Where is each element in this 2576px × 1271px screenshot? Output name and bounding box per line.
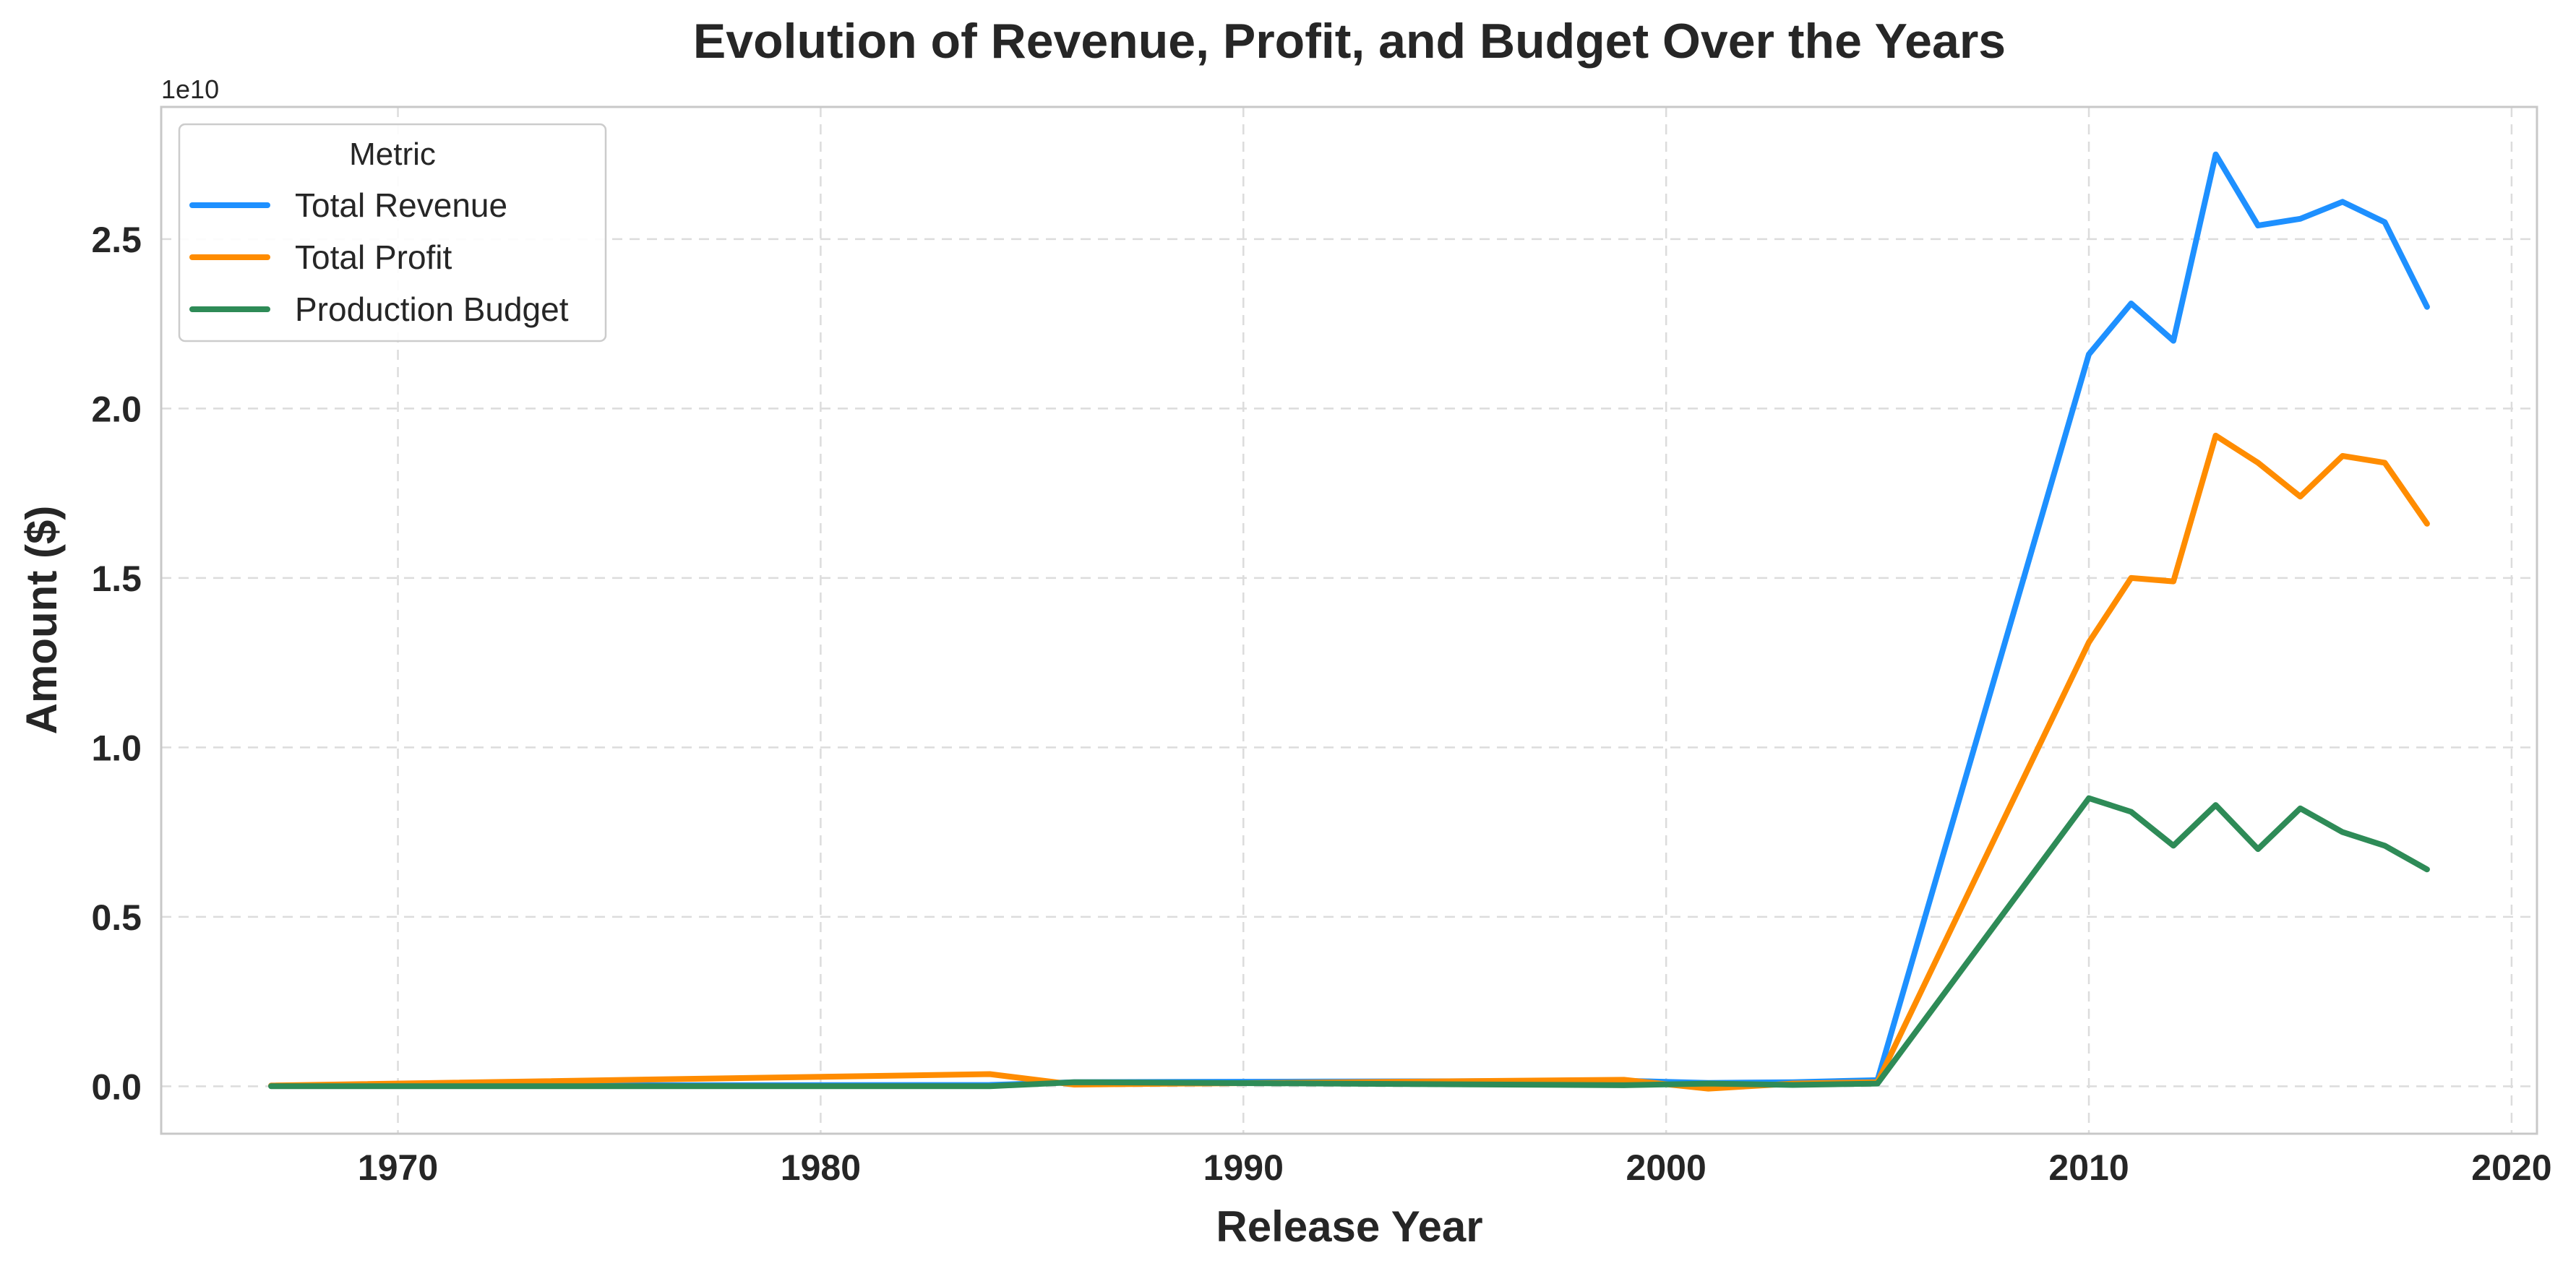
x-axis-ticks: 1970 1980 1990 2000 2010 2020 [358, 1147, 2552, 1188]
x-tick-label: 1980 [781, 1147, 861, 1188]
y-tick-label: 1.0 [91, 728, 142, 768]
x-tick-label: 2000 [1626, 1147, 1706, 1188]
y-tick-label: 1.5 [91, 559, 142, 599]
x-tick-label: 1990 [1203, 1147, 1284, 1188]
y-tick-label: 0.5 [91, 897, 142, 938]
plot-frame [160, 105, 2538, 1135]
y-tick-label: 2.5 [91, 220, 142, 260]
legend-entry-label: Production Budget [295, 290, 569, 328]
y-axis-offset-label: 1e10 [161, 74, 219, 104]
x-tick-label: 1970 [358, 1147, 438, 1188]
y-axis-label: Amount ($) [17, 506, 66, 735]
y-axis-ticks: 0.0 0.5 1.0 1.5 2.0 2.5 [91, 220, 142, 1107]
series-line-total-profit [268, 432, 2430, 1092]
legend-entries: Total Revenue Total Profit Production Budg… [189, 186, 569, 328]
chart-title: Evolution of Revenue, Profit, and Budget… [693, 14, 2006, 69]
legend-entry-label: Total Profit [295, 238, 452, 276]
legend-entry-label: Total Revenue [295, 186, 507, 224]
x-tick-label: 2020 [2471, 1147, 2551, 1188]
legend: Metric Total Revenue Total Profit Producti… [178, 123, 607, 342]
x-tick-label: 2010 [2048, 1147, 2129, 1188]
series-line-production-budget [268, 795, 2430, 1090]
y-tick-label: 0.0 [91, 1067, 142, 1107]
legend-title: Metric [349, 137, 436, 172]
legend-box [178, 123, 607, 342]
y-tick-label: 2.0 [91, 389, 142, 429]
series-lines [268, 151, 2430, 1092]
x-axis-label: Release Year [1216, 1202, 1482, 1251]
